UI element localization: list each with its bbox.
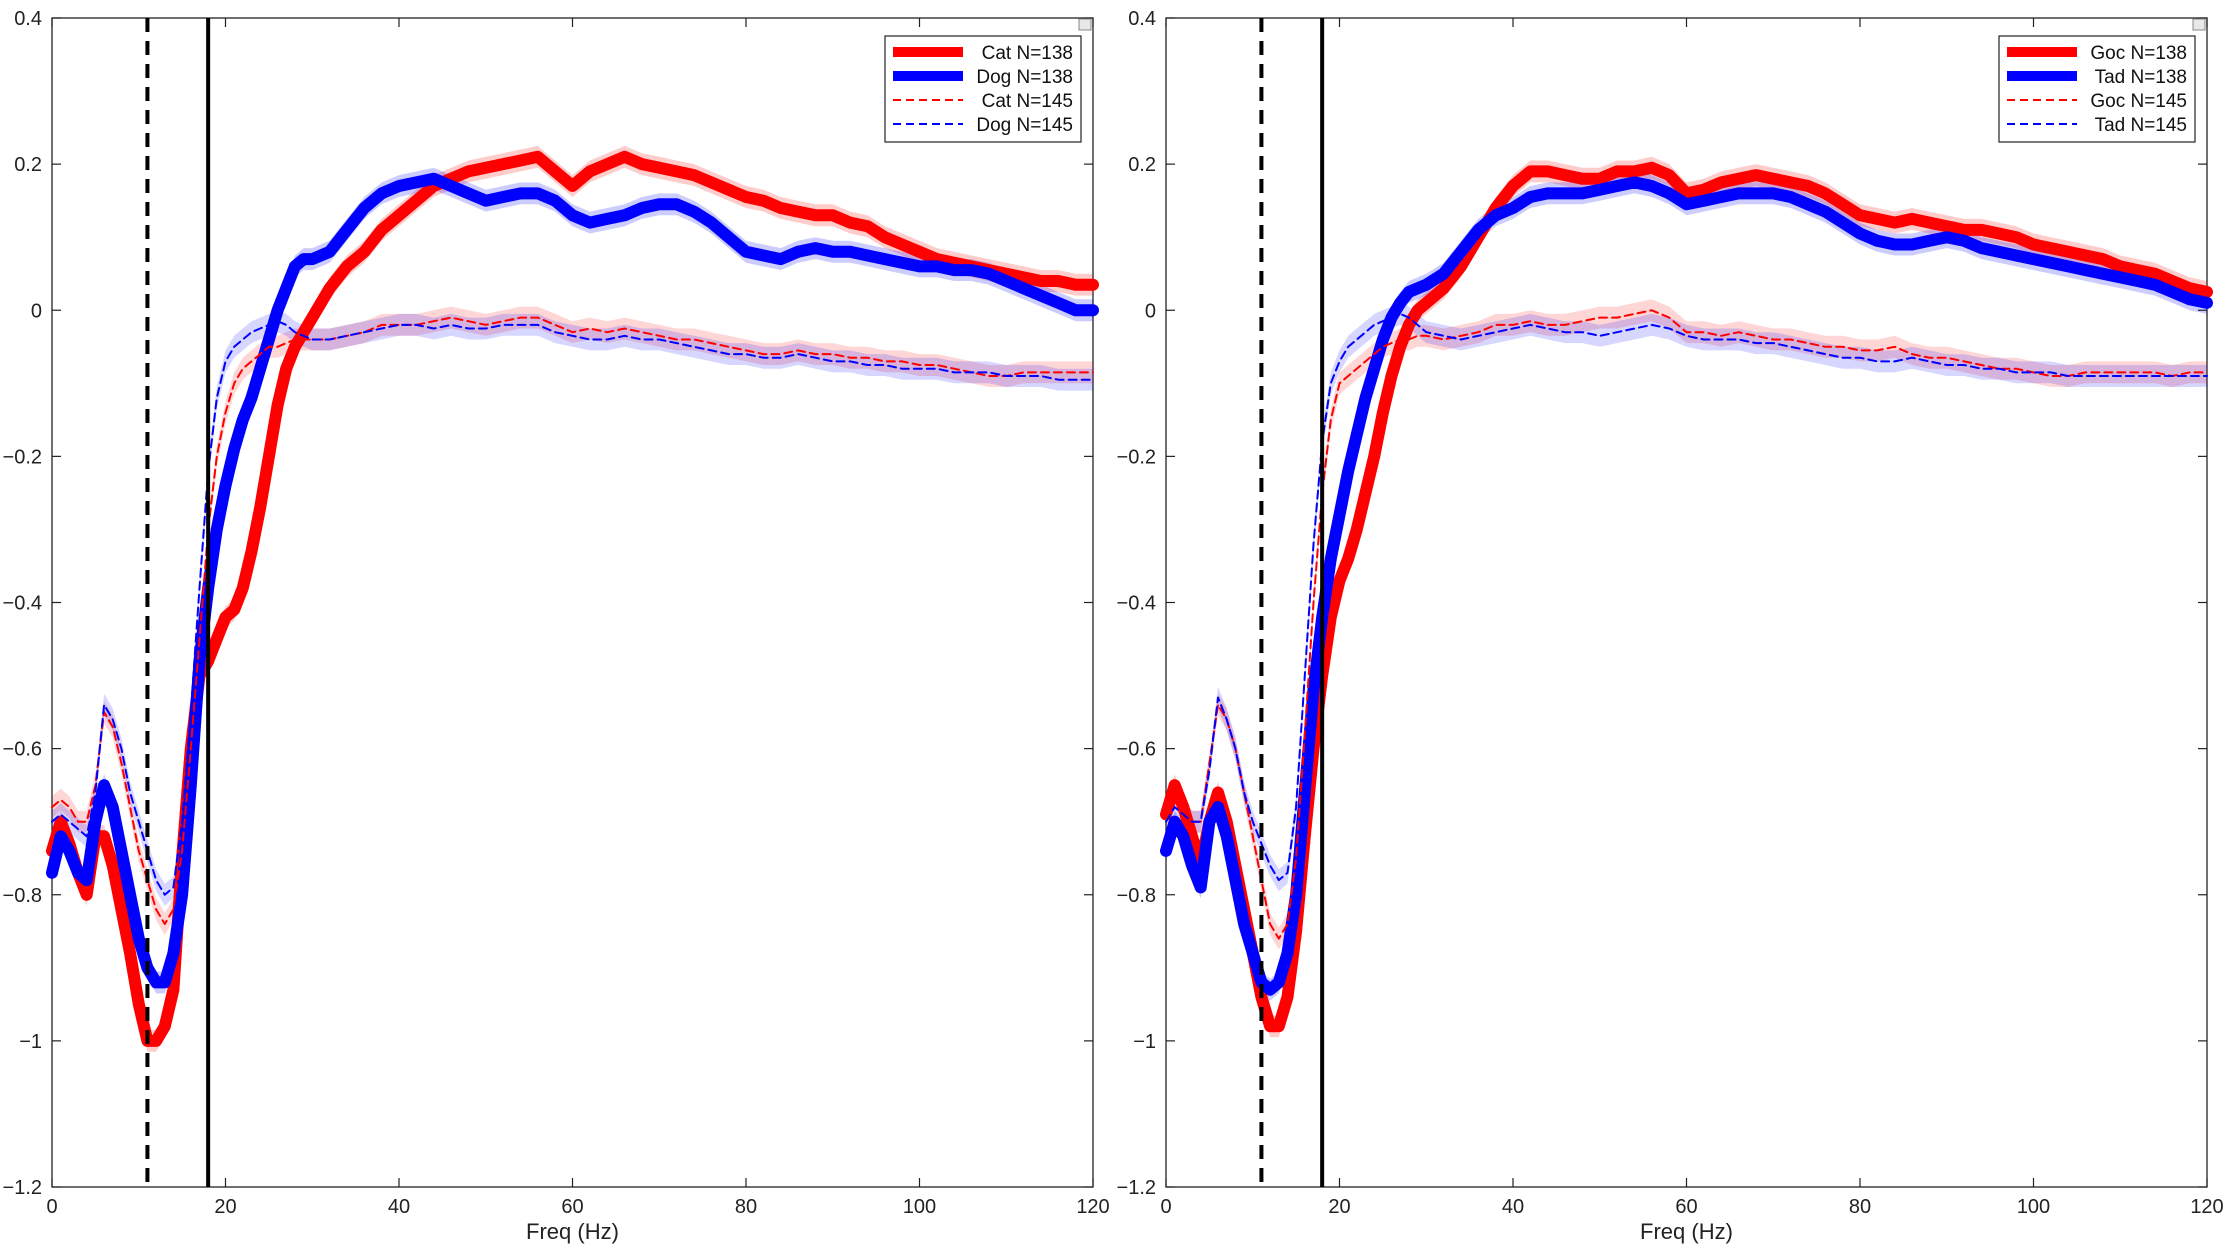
y-tick-label: 0: [1145, 300, 1156, 322]
y-tick-label: −0.4: [1117, 593, 1156, 615]
y-tick-label: −0.8: [3, 885, 42, 907]
x-tick-label: 0: [1160, 1196, 1171, 1218]
legend: Cat N=138 Dog N=138 Cat N=145 Dog N=145: [884, 35, 1082, 143]
series-line-2: [1160, 176, 2213, 996]
series-line-4: [1165, 312, 2208, 882]
x-tick-label: 60: [1675, 1196, 1697, 1218]
y-tick-label: −1.2: [1117, 1177, 1156, 1199]
y-tick-label: −0.8: [1117, 885, 1156, 907]
legend-label-2: Tad N=138: [2095, 67, 2187, 88]
series-line-4: [51, 320, 1094, 896]
x-tick-label: 20: [1328, 1196, 1350, 1218]
series-line-3: [1165, 309, 2208, 940]
legend: Goc N=138 Tad N=138 Goc N=145 Tad N=145: [1998, 35, 2196, 143]
y-tick-label: 0: [31, 300, 42, 322]
y-tick-label: 0.2: [14, 154, 42, 176]
x-tick-label: 40: [388, 1196, 410, 1218]
series-band-3: [1166, 299, 2207, 950]
series-band-3: [52, 306, 1093, 935]
legend-label-4: Dog N=145: [976, 115, 1073, 136]
chart-panel-1: −1.2 −1 −0.8 −0.6 −0.4 −0.2 0 0.2 0.4 0 20 40 60 80 10…: [3, 8, 1110, 1244]
y-tick-label: 0.4: [14, 8, 42, 30]
x-axis-label: Freq (Hz): [1640, 1219, 1733, 1244]
x-tick-label: 120: [2190, 1196, 2223, 1218]
series-band-4: [52, 310, 1093, 906]
x-tick-label: 40: [1502, 1196, 1524, 1218]
x-tick-label: 80: [1849, 1196, 1871, 1218]
y-tick-label: −0.6: [1117, 739, 1156, 761]
y-tick-label: −1: [19, 1031, 42, 1053]
series-line-1: [1160, 161, 2213, 1033]
legend-label-4: Tad N=145: [2095, 115, 2187, 136]
legend-label-3: Cat N=145: [982, 91, 1073, 112]
y-tick-label: 0.2: [1128, 154, 1156, 176]
y-tick-label: −0.6: [3, 739, 42, 761]
x-axis-label: Freq (Hz): [526, 1219, 619, 1244]
y-tick-label: −0.2: [3, 446, 42, 468]
y-tick-label: 0.4: [1128, 8, 1156, 30]
legend-toggle-icon: [2192, 18, 2206, 31]
x-tick-label: 120: [1076, 1196, 1109, 1218]
y-tick-label: −0.4: [3, 593, 42, 615]
y-tick-label: −1.2: [3, 1177, 42, 1199]
x-tick-label: 100: [2017, 1196, 2050, 1218]
x-tick-label: 80: [735, 1196, 757, 1218]
chart-panel-2: −1.2 −1 −0.8 −0.6 −0.4 −0.2 0 0.2 0.4 0 20 40 60 80 10…: [1117, 8, 2224, 1244]
x-tick-label: 20: [214, 1196, 236, 1218]
legend-label-1: Cat N=138: [982, 43, 1073, 64]
legend-label-2: Dog N=138: [976, 67, 1073, 88]
legend-label-1: Goc N=138: [2090, 43, 2187, 64]
series-line-3: [51, 316, 1094, 925]
x-tick-label: 60: [561, 1196, 583, 1218]
legend-label-3: Goc N=145: [2090, 91, 2187, 112]
y-tick-label: −1: [1133, 1031, 1156, 1053]
x-tick-label: 100: [903, 1196, 936, 1218]
x-tick-label: 0: [46, 1196, 57, 1218]
y-tick-label: −0.2: [1117, 446, 1156, 468]
series-line-2: [46, 172, 1099, 989]
legend-toggle-icon: [1078, 18, 1092, 31]
